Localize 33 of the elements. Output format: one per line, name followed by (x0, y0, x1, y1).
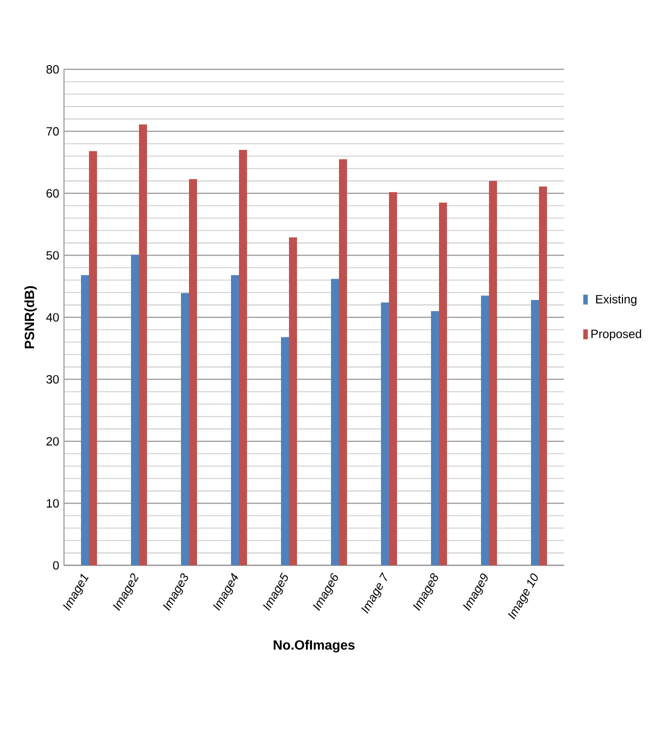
bar (231, 275, 240, 566)
bar (139, 124, 148, 566)
y-tick-label: 80 (46, 65, 60, 74)
bar (289, 237, 298, 566)
y-axis-title: PSNR(dB) (24, 286, 38, 348)
y-tick-label: 50 (46, 251, 60, 260)
bar (81, 275, 90, 566)
legend-label: Proposed (592, 329, 642, 341)
bar (539, 186, 548, 566)
y-tick-label: 20 (46, 437, 60, 446)
bar (389, 192, 398, 566)
x-axis-title: No.OfImages (274, 640, 355, 652)
y-tick-label: 60 (46, 189, 60, 198)
bar (189, 179, 198, 566)
y-tick-label: 30 (46, 375, 60, 384)
bar (239, 150, 248, 566)
bar (481, 296, 490, 566)
bar (131, 254, 140, 566)
bar (489, 180, 498, 566)
bar (381, 302, 390, 566)
y-tick-label: 0 (53, 561, 60, 570)
y-tick-label: 10 (47, 499, 60, 508)
bar (181, 293, 190, 566)
bar (339, 159, 348, 566)
bar (531, 300, 540, 566)
bar (439, 202, 448, 566)
bar (281, 337, 290, 566)
legend-label: Existing (596, 294, 637, 306)
bar (431, 311, 440, 566)
bar (331, 278, 340, 566)
y-tick-label: 70 (46, 127, 60, 136)
bar (89, 151, 98, 566)
y-tick-label: 40 (46, 313, 60, 322)
